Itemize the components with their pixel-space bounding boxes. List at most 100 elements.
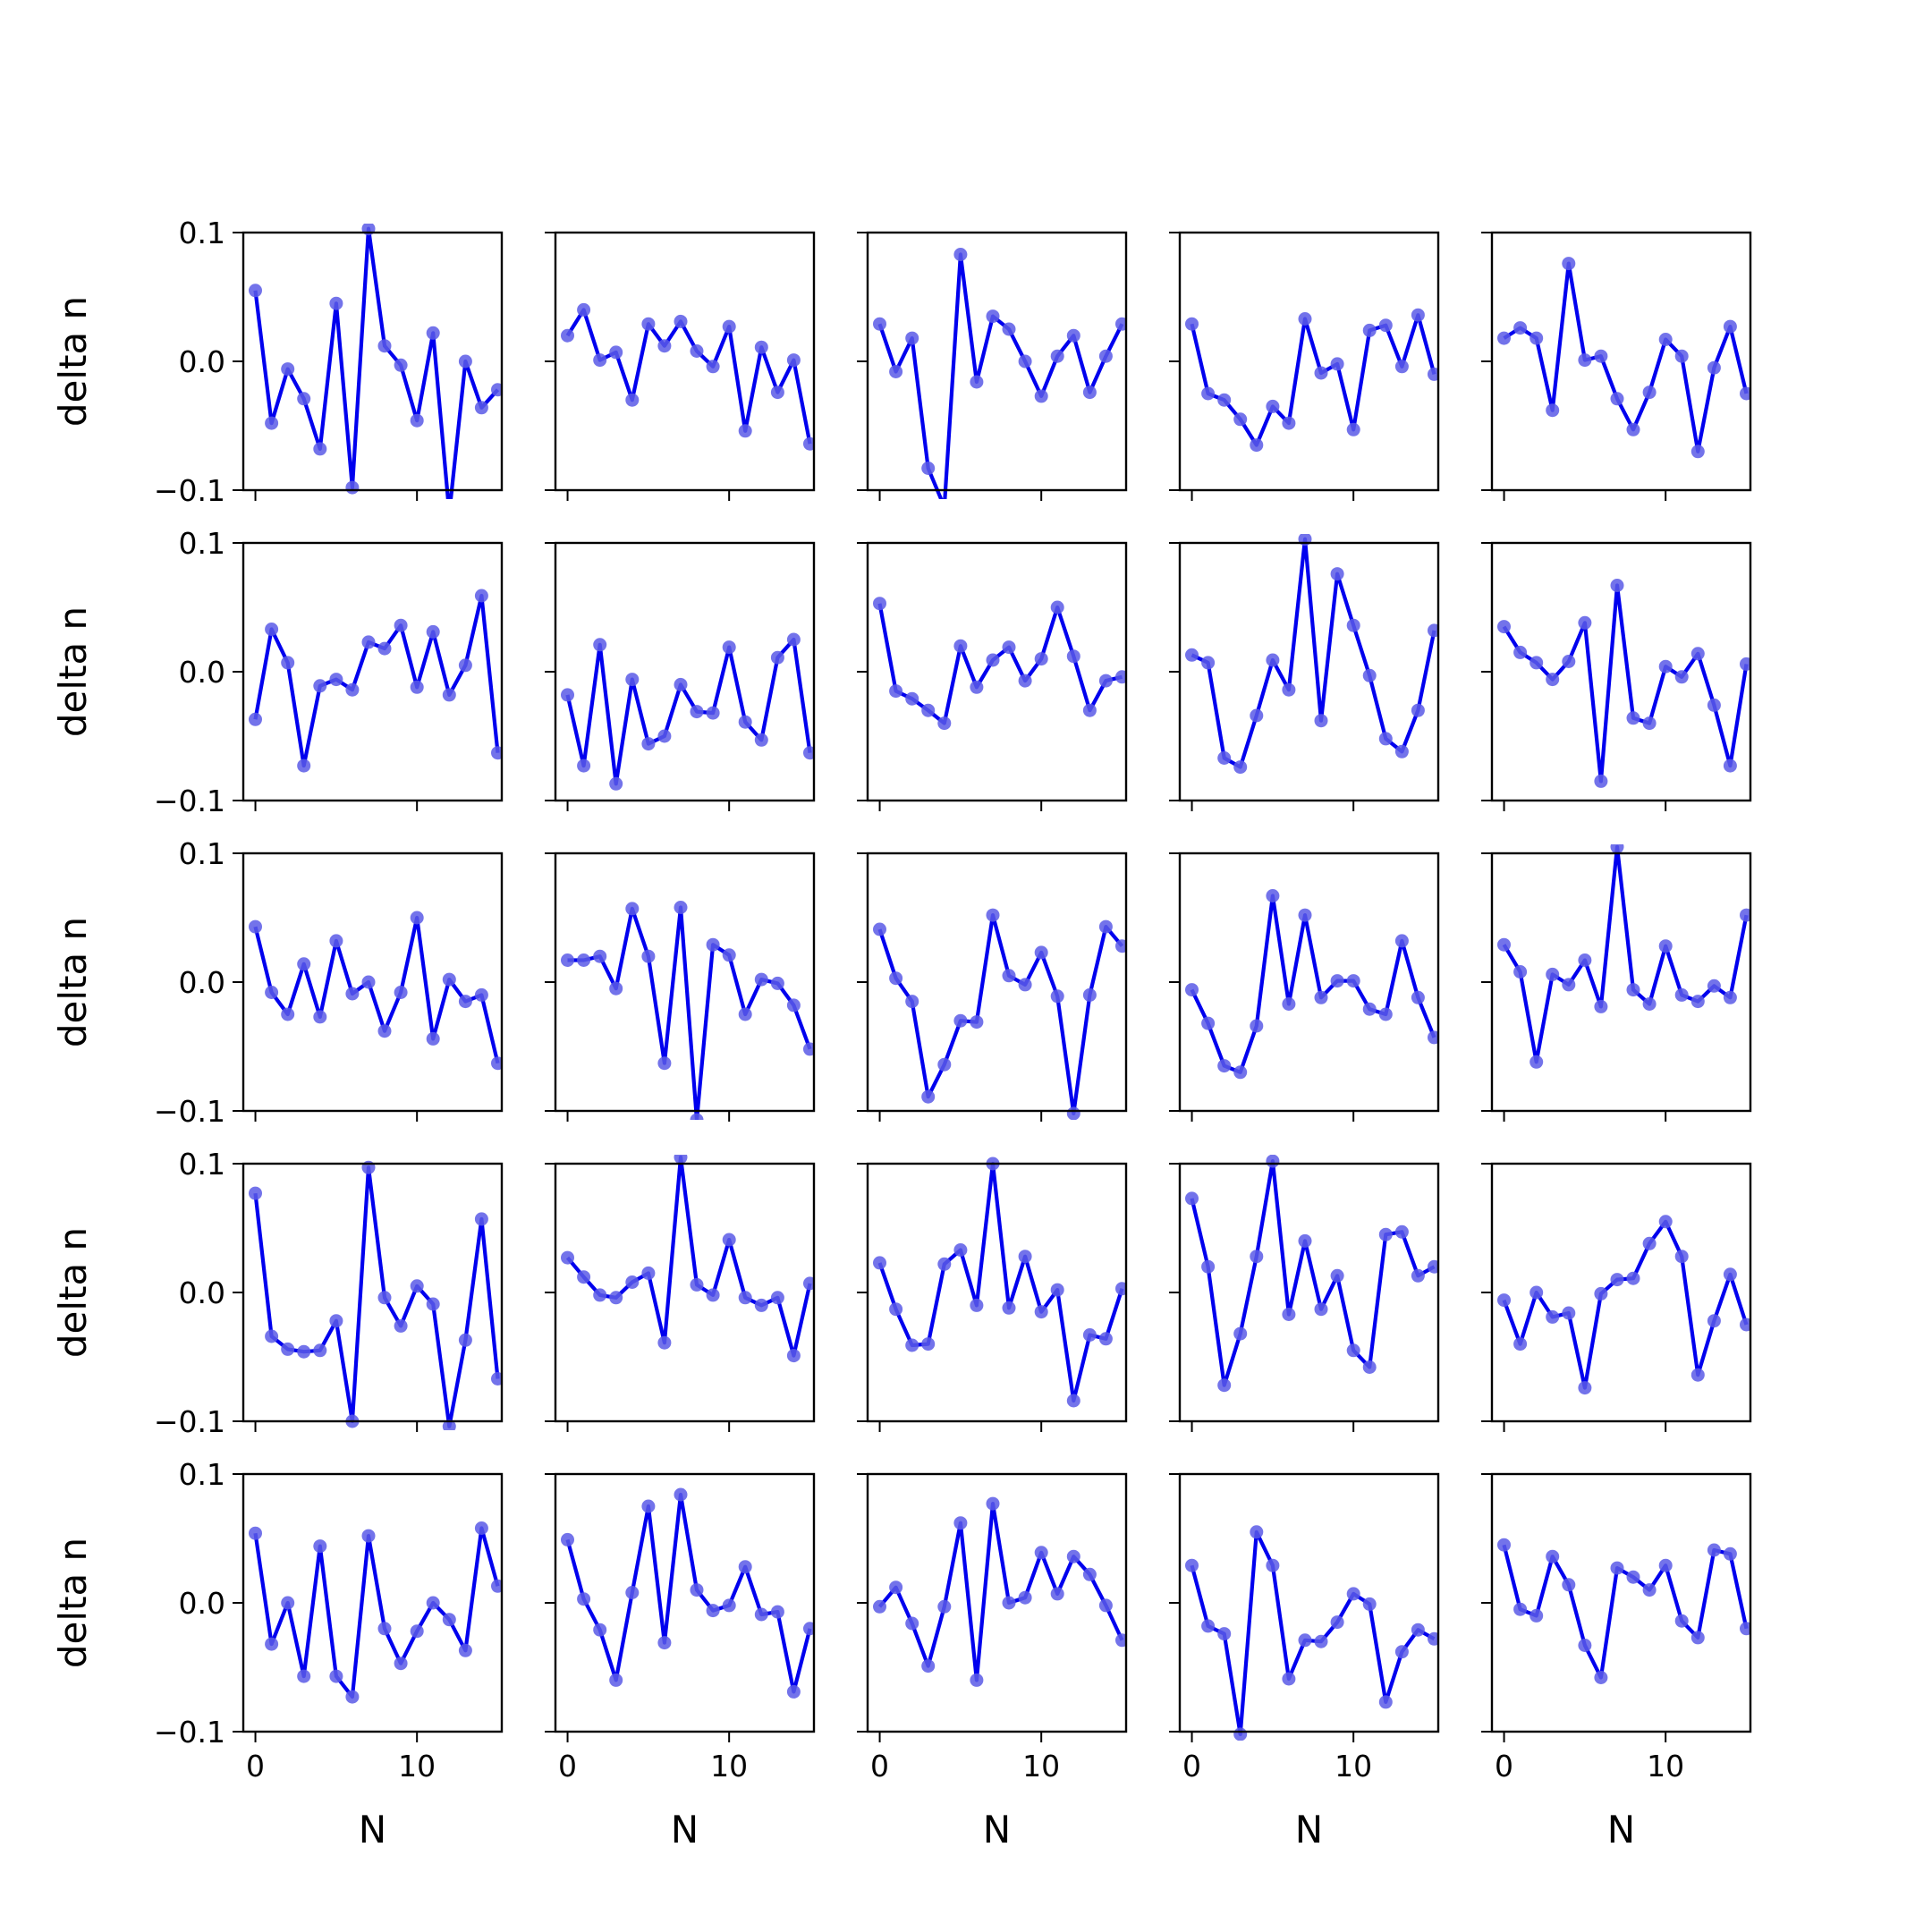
- data-point: [1346, 422, 1360, 436]
- data-point: [458, 658, 472, 673]
- data-point: [937, 1599, 952, 1614]
- series-line: [877, 1161, 1124, 1403]
- data-point: [786, 1349, 801, 1363]
- series-group: [1497, 257, 1750, 459]
- data-point: [491, 1579, 502, 1593]
- data-point: [1002, 1596, 1016, 1610]
- data-point: [1707, 979, 1721, 993]
- data-point: [249, 919, 262, 934]
- axes-frame: [1490, 231, 1752, 492]
- x-tick-label: 0: [246, 1749, 265, 1784]
- data-point: [1314, 990, 1328, 1004]
- data-point: [674, 314, 688, 328]
- data-point: [593, 1623, 607, 1637]
- data-point: [377, 1622, 392, 1636]
- data-point: [1594, 774, 1608, 788]
- data-point: [609, 981, 623, 996]
- series-line: [1190, 1158, 1436, 1387]
- data-point: [803, 746, 814, 760]
- data-point: [1723, 319, 1737, 334]
- data-point: [1610, 579, 1624, 592]
- axes-frame: [866, 1472, 1128, 1733]
- data-point: [625, 902, 640, 916]
- y-tick-label: −0.1: [154, 473, 225, 508]
- data-point: [1578, 953, 1592, 967]
- panel-r2-c4: [1169, 534, 1440, 811]
- data-point: [281, 656, 295, 670]
- data-point: [1626, 1570, 1640, 1584]
- data-point: [625, 673, 640, 687]
- series-group: [873, 1157, 1126, 1408]
- data-point: [410, 1279, 424, 1293]
- data-point: [690, 344, 704, 358]
- data-point: [1217, 751, 1232, 765]
- y-tick-label: −0.1: [154, 784, 225, 818]
- data-point: [873, 922, 886, 936]
- data-point: [1362, 1597, 1377, 1611]
- data-point: [1330, 1268, 1344, 1283]
- data-point: [722, 319, 736, 334]
- data-point: [873, 1256, 886, 1270]
- data-point: [474, 987, 488, 1002]
- data-point: [329, 1314, 343, 1328]
- x-tick-label: 0: [558, 1749, 577, 1784]
- data-point: [641, 1499, 656, 1513]
- data-point: [953, 1243, 968, 1257]
- y-tick-label: −0.1: [154, 1715, 225, 1750]
- data-point: [1217, 1627, 1232, 1641]
- data-point: [1098, 674, 1113, 688]
- data-point: [410, 1624, 424, 1639]
- series-group: [873, 597, 1126, 731]
- series-group: [1185, 889, 1438, 1080]
- data-point: [361, 635, 376, 649]
- data-point: [577, 1592, 591, 1606]
- data-point: [1233, 1065, 1248, 1080]
- data-point: [1626, 422, 1640, 436]
- data-point: [641, 949, 656, 963]
- data-point: [377, 339, 392, 353]
- data-point: [1394, 934, 1409, 948]
- data-point: [1690, 1631, 1705, 1645]
- series-group: [1497, 579, 1750, 788]
- panel-r3-c2: [545, 852, 816, 1122]
- data-point: [458, 354, 472, 369]
- data-point: [1411, 703, 1425, 717]
- data-point: [970, 680, 984, 694]
- data-point: [442, 972, 456, 987]
- y-tick-label: 0.0: [179, 965, 225, 1000]
- x-tick-label: 10: [1022, 1749, 1060, 1784]
- panel-r5-c1: −0.1 0.0 0.1 0 10 delta n N: [51, 1457, 504, 1852]
- data-point: [426, 326, 440, 340]
- data-point: [1428, 623, 1438, 638]
- panel-grid: −0.1 0.0 0.1 delta n −0.1 0.0 0.1 delta n −0.1 0.…: [51, 216, 1752, 1852]
- series-line: [1190, 313, 1436, 447]
- panel-r1-c5: [1481, 231, 1752, 501]
- data-point: [625, 1275, 640, 1289]
- data-point: [1411, 1268, 1425, 1283]
- data-point: [1098, 1332, 1113, 1346]
- panel-r1-c1: −0.1 0.0 0.1 delta n: [51, 216, 504, 508]
- data-point: [1082, 703, 1097, 717]
- data-point: [1034, 945, 1048, 960]
- data-point: [625, 1586, 640, 1599]
- data-point: [1740, 1622, 1750, 1636]
- data-point: [1411, 1623, 1425, 1637]
- panel-r3-c4: [1169, 852, 1440, 1122]
- data-point: [474, 589, 488, 603]
- data-point: [1266, 1155, 1280, 1168]
- series-line: [1503, 261, 1749, 453]
- data-point: [474, 1212, 488, 1226]
- data-point: [265, 1637, 279, 1651]
- data-point: [1034, 1546, 1048, 1560]
- data-point: [937, 500, 951, 513]
- data-point: [265, 1329, 279, 1343]
- data-point: [770, 976, 784, 990]
- data-point: [609, 1673, 623, 1687]
- data-point: [1707, 1543, 1721, 1557]
- data-point: [1546, 1309, 1560, 1324]
- data-point: [458, 995, 472, 1009]
- y-axis-label: delta n: [51, 1227, 95, 1358]
- series-group: [561, 1155, 814, 1363]
- data-point: [1378, 1227, 1393, 1241]
- data-point: [674, 1155, 688, 1165]
